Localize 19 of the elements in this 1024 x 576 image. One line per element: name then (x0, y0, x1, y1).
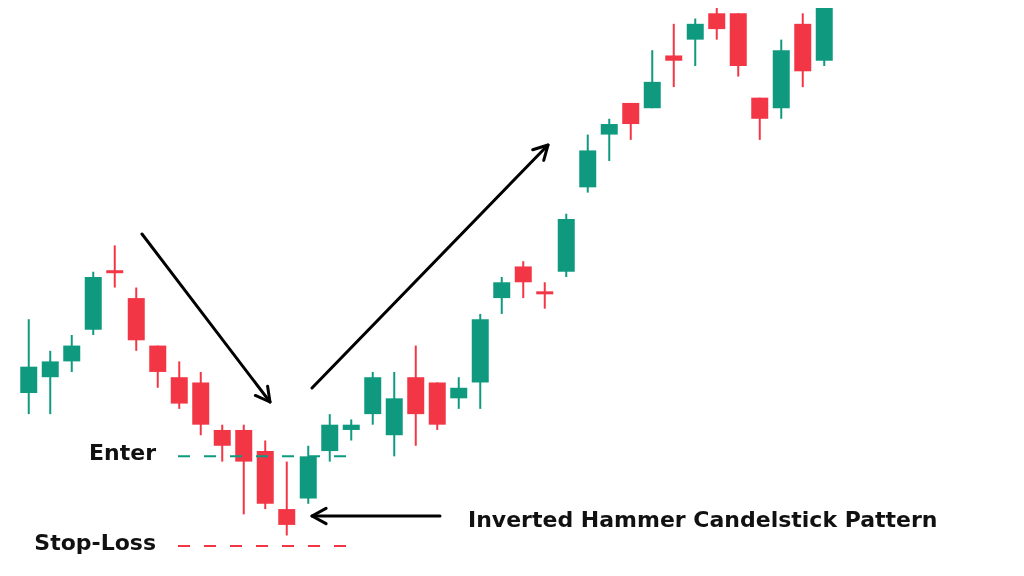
candlestick (536, 281, 554, 310)
candlestick (213, 423, 231, 463)
annotation: Inverted Hammer Candelstick Pattern (468, 506, 938, 532)
candlestick (751, 96, 769, 141)
candlestick (686, 17, 704, 68)
candlestick (514, 260, 532, 300)
ref-line-label: Stop-Loss (34, 529, 156, 555)
candlestick (493, 276, 511, 315)
candlestick (450, 376, 468, 410)
candlestick (708, 8, 726, 41)
ref-line-label: Enter (89, 440, 157, 466)
candlestick (63, 334, 81, 373)
candlestick (342, 418, 360, 442)
candlestick (665, 22, 683, 89)
candlestick (278, 460, 296, 537)
candlestick (106, 244, 124, 289)
candlestick (622, 101, 640, 141)
candlestick (41, 349, 59, 416)
candlestick (600, 117, 618, 162)
